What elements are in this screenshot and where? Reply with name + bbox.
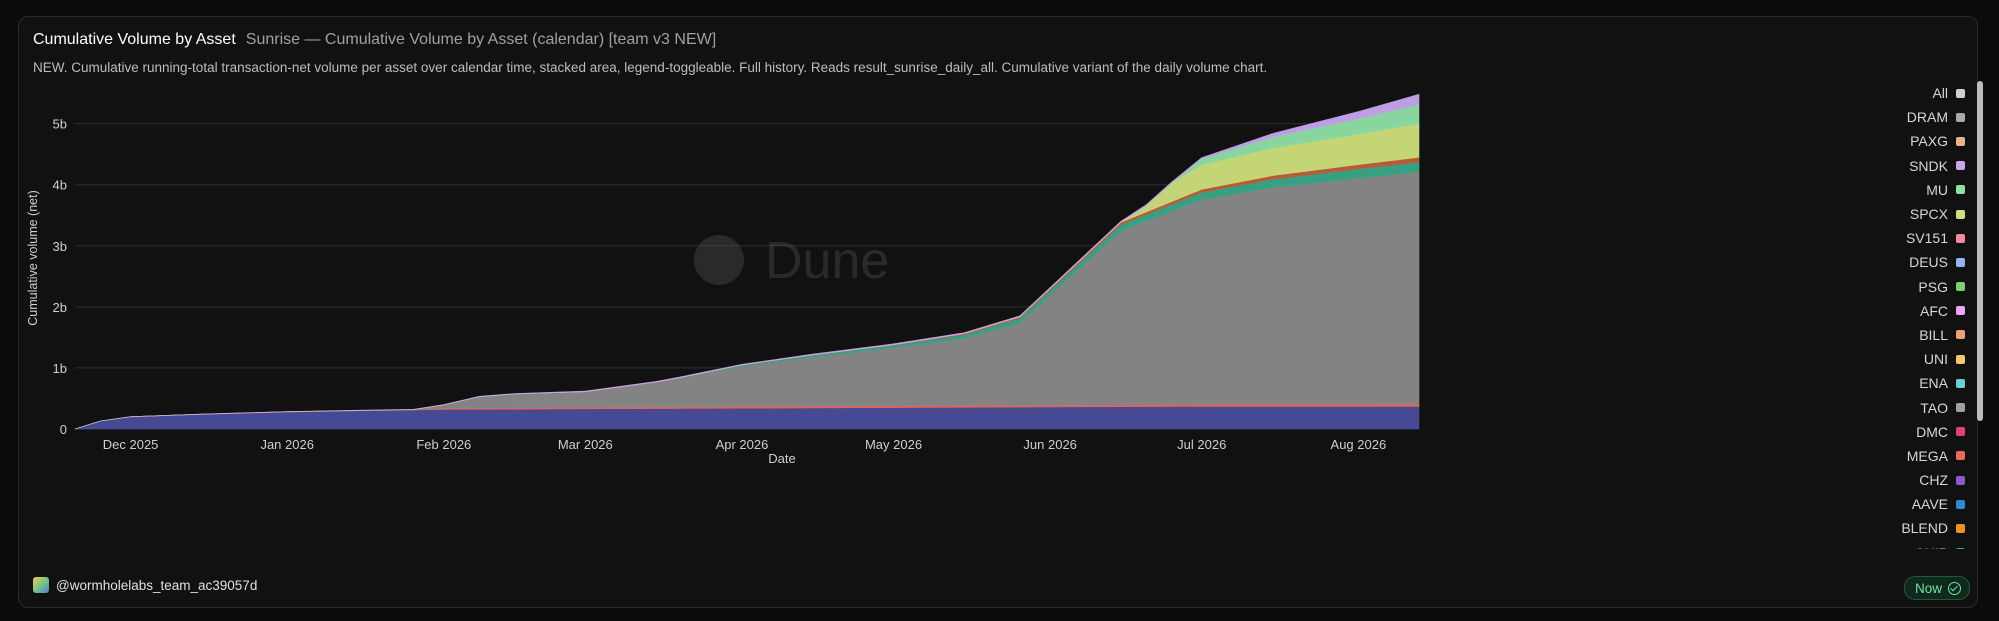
legend-item-mu[interactable]: MU bbox=[1879, 178, 1965, 202]
x-axis-label: Date bbox=[768, 451, 795, 466]
dune-logo-icon bbox=[694, 235, 744, 285]
area-series-dram bbox=[74, 171, 1420, 430]
chart-legend: All DRAM PAXG SNDK MU SPCX SV151 DEUS PSG AFC BILL… bbox=[1879, 81, 1965, 549]
x-tick-label: Aug 2026 bbox=[1331, 437, 1387, 452]
legend-label: DEUS bbox=[1909, 254, 1948, 271]
x-tick-label: May 2026 bbox=[865, 437, 922, 452]
legend-item-psg[interactable]: PSG bbox=[1879, 275, 1965, 299]
legend-label: SNDK bbox=[1909, 157, 1948, 174]
y-tick-label: 5b bbox=[53, 117, 67, 132]
chart-subtitle: Sunrise — Cumulative Volume by Asset (ca… bbox=[245, 31, 717, 48]
legend-swatch bbox=[1956, 475, 1965, 485]
legend-label: CHZ bbox=[1919, 472, 1948, 489]
y-tick-label: 1b bbox=[53, 361, 67, 376]
legend-swatch bbox=[1956, 88, 1965, 98]
legend-swatch bbox=[1956, 523, 1965, 533]
watermark-text: Dune bbox=[765, 232, 889, 290]
x-tick-label: Mar 2026 bbox=[558, 437, 613, 452]
legend-swatch bbox=[1956, 354, 1965, 364]
y-tick-label: 4b bbox=[53, 178, 67, 193]
chart-description: NEW. Cumulative running-total transactio… bbox=[33, 60, 1268, 75]
legend-label: SV151 bbox=[1905, 230, 1948, 247]
legend-item-tao[interactable]: TAO bbox=[1879, 395, 1965, 419]
legend-item-uni[interactable]: UNI bbox=[1879, 347, 1965, 371]
legend-item-mega[interactable]: MEGA bbox=[1879, 444, 1965, 468]
legend-item-deus[interactable]: DEUS bbox=[1879, 250, 1965, 274]
x-tick-label: Apr 2026 bbox=[716, 437, 769, 452]
legend-label: MU bbox=[1926, 181, 1948, 198]
legend-item-blend[interactable]: BLEND bbox=[1879, 516, 1965, 540]
area-chart[interactable]: 0 1b 2b 3b 4b 5b Cumulative volume (net) Dec 20… bbox=[19, 17, 1977, 607]
legend-label: PAXG bbox=[1910, 133, 1948, 150]
legend-item-dmc[interactable]: DMC bbox=[1879, 420, 1965, 444]
legend-swatch bbox=[1956, 282, 1965, 292]
legend-item-afc[interactable]: AFC bbox=[1879, 299, 1965, 323]
legend-label: AAVE bbox=[1911, 496, 1948, 513]
legend-label: DMC bbox=[1916, 423, 1948, 440]
legend-item-chz[interactable]: CHZ bbox=[1879, 468, 1965, 492]
x-tick-label: Jan 2026 bbox=[260, 437, 314, 452]
legend-swatch bbox=[1956, 499, 1965, 509]
legend-label: All bbox=[1932, 85, 1948, 102]
legend-label: UNI bbox=[1923, 351, 1948, 368]
check-circle-icon bbox=[1948, 581, 1962, 595]
legend-swatch bbox=[1956, 161, 1965, 171]
legend-scrollbar[interactable] bbox=[1977, 81, 1983, 421]
legend-label: BLEND bbox=[1901, 520, 1948, 537]
refresh-status-badge[interactable]: Now bbox=[1904, 576, 1971, 600]
legend-swatch bbox=[1956, 136, 1965, 146]
legend-item-bill[interactable]: BILL bbox=[1879, 323, 1965, 347]
legend-item-spcx[interactable]: SPCX bbox=[1879, 202, 1965, 226]
legend-label: ENA bbox=[1919, 375, 1948, 392]
x-tick-label: Feb 2026 bbox=[416, 437, 471, 452]
legend-item-ena[interactable]: ENA bbox=[1879, 371, 1965, 395]
x-tick-label: Jun 2026 bbox=[1023, 437, 1077, 452]
status-label: Now bbox=[1915, 580, 1943, 596]
legend-item-sndk[interactable]: SNDK bbox=[1879, 154, 1965, 178]
dune-watermark: Dune bbox=[694, 232, 889, 290]
y-axis-label: Cumulative volume (net) bbox=[26, 190, 40, 325]
legend-swatch bbox=[1956, 209, 1965, 219]
legend-swatch bbox=[1956, 185, 1965, 195]
chart-panel: Cumulative Volume by Asset Sunrise — Cumu… bbox=[18, 16, 1983, 608]
y-tick-label: 2b bbox=[53, 300, 67, 315]
user-avatar-icon bbox=[33, 577, 49, 593]
x-tick-label: Dec 2025 bbox=[103, 437, 159, 452]
area-series-sndk bbox=[74, 93, 1420, 430]
legend-label: DRAM bbox=[1906, 109, 1948, 126]
legend-item-all[interactable]: All bbox=[1879, 81, 1965, 105]
legend-swatch bbox=[1956, 378, 1965, 388]
legend-item-paxg[interactable]: PAXG bbox=[1879, 129, 1965, 153]
legend-swatch bbox=[1956, 233, 1965, 243]
legend-label: CHIP bbox=[1915, 545, 1948, 549]
legend-label: SPCX bbox=[1909, 206, 1948, 223]
legend-swatch bbox=[1956, 257, 1965, 267]
legend-swatch bbox=[1956, 451, 1965, 461]
legend-label: TAO bbox=[1920, 399, 1948, 416]
legend-label: AFC bbox=[1920, 302, 1948, 319]
legend-label: MEGA bbox=[1906, 447, 1948, 464]
chart-title: Cumulative Volume by Asset bbox=[33, 31, 236, 48]
y-tick-label: 3b bbox=[53, 239, 67, 254]
legend-label: PSG bbox=[1918, 278, 1948, 295]
legend-swatch bbox=[1956, 306, 1965, 316]
x-tick-label: Jul 2026 bbox=[1177, 437, 1226, 452]
legend-label: BILL bbox=[1919, 326, 1948, 343]
legend-swatch bbox=[1956, 112, 1965, 122]
author-name: @wormholelabs_team_ac39057d bbox=[56, 577, 258, 593]
author-chip[interactable]: @wormholelabs_team_ac39057d bbox=[33, 577, 257, 593]
area-series-aave bbox=[74, 406, 1420, 430]
legend-item-chip[interactable]: CHIP bbox=[1879, 541, 1965, 549]
legend-swatch bbox=[1956, 548, 1965, 549]
legend-swatch bbox=[1956, 330, 1965, 340]
legend-item-aave[interactable]: AAVE bbox=[1879, 492, 1965, 516]
legend-swatch bbox=[1956, 427, 1965, 437]
y-tick-label: 0 bbox=[60, 422, 67, 437]
legend-item-sv151[interactable]: SV151 bbox=[1879, 226, 1965, 250]
chart-header: Cumulative Volume by Asset Sunrise — Cumu… bbox=[33, 31, 716, 49]
legend-item-dram[interactable]: DRAM bbox=[1879, 105, 1965, 129]
legend-swatch bbox=[1956, 403, 1965, 413]
